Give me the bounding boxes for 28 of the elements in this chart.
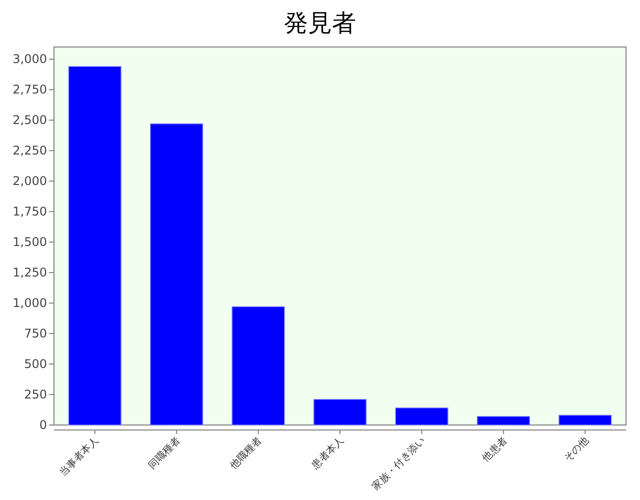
- bar: [558, 414, 612, 426]
- y-tick-label: 750: [24, 326, 47, 341]
- y-tick-label: 2,250: [12, 144, 47, 158]
- x-tick-label: 患者本人: [308, 434, 346, 472]
- bar: [150, 123, 204, 426]
- y-tick-label: 1,250: [12, 266, 47, 280]
- x-tick-label: 他患者: [480, 434, 510, 464]
- y-tick-label: 0: [39, 418, 47, 432]
- x-tick-label: その他: [562, 434, 592, 464]
- bar: [476, 416, 530, 426]
- y-tick-label: 1,000: [12, 296, 47, 310]
- bar: [313, 398, 367, 426]
- y-tick-label: 2,750: [12, 82, 47, 97]
- x-tick-label: 家族・付き添い: [370, 434, 428, 493]
- x-tick-label: 他職種者: [228, 434, 264, 472]
- x-tick-label: 当事者本人: [57, 434, 101, 478]
- bar: [395, 408, 448, 426]
- y-tick-label: 500: [24, 357, 47, 372]
- y-tick-label: 2,000: [12, 174, 47, 188]
- chart-title: 発見者: [284, 9, 356, 37]
- bar: [68, 66, 122, 426]
- y-tick-label: 2,500: [12, 113, 47, 128]
- x-tick-label: 同職種者: [146, 434, 183, 472]
- y-tick-label: 1,500: [12, 235, 47, 250]
- bar: [232, 306, 285, 426]
- y-tick-label: 1,750: [12, 204, 47, 219]
- y-tick-label: 250: [24, 388, 47, 402]
- y-tick-label: 3,000: [12, 52, 47, 66]
